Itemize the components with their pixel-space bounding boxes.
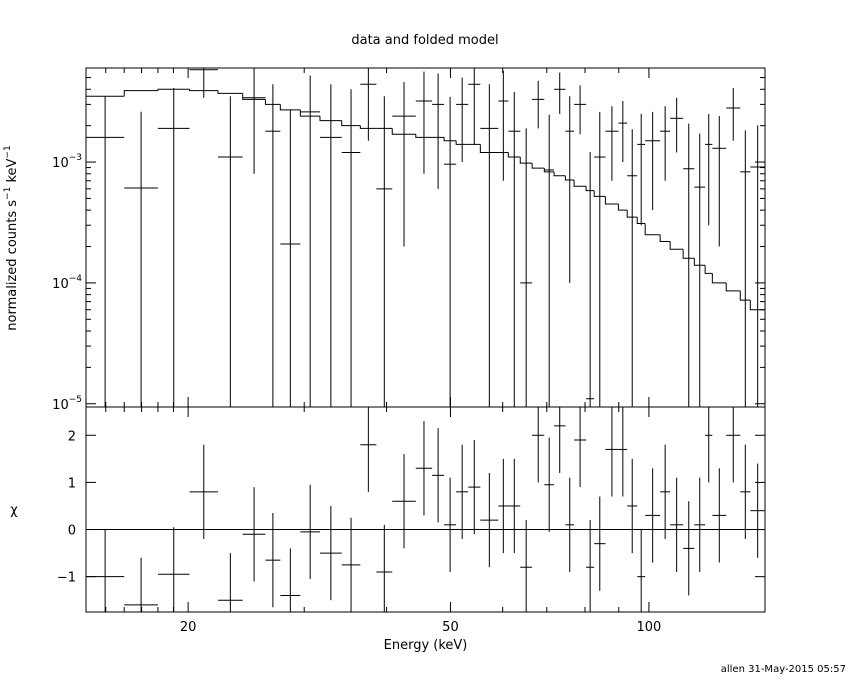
y-axis-label: χ [10, 503, 18, 518]
y-tick-base: 10 [52, 277, 69, 292]
y-tick-label: 10−3 [52, 153, 82, 171]
y-label-exponent: −1 [3, 145, 13, 158]
model-step [704, 265, 713, 274]
model-step [573, 180, 587, 187]
model-step [123, 90, 158, 97]
model-step [443, 137, 457, 142]
model-step [564, 175, 575, 181]
top-frame [85, 67, 766, 408]
model-step [659, 234, 671, 243]
model-step [507, 152, 521, 158]
model-step [519, 157, 533, 164]
y-tick-exponent: −4 [69, 274, 83, 284]
model-step [242, 93, 266, 100]
model-step [157, 88, 190, 91]
x-axis-label: Energy (keV) [384, 638, 468, 653]
model-step [455, 140, 469, 145]
y-tick-label: 2 [68, 429, 76, 444]
model-step [693, 258, 706, 266]
x-tick-label: 100 [636, 620, 661, 635]
y-tick-base: 10 [52, 156, 69, 171]
model-step [359, 125, 377, 129]
model-step [739, 290, 751, 301]
model-step [479, 144, 499, 153]
model-step [617, 203, 628, 211]
model-step [682, 249, 695, 259]
model-step [299, 109, 320, 117]
y-tick-label: 1 [68, 476, 76, 491]
model-step [626, 210, 638, 218]
y-tick-exponent: −5 [69, 395, 82, 405]
model-step [415, 134, 433, 138]
model-step [669, 241, 684, 250]
bottom-frame [85, 406, 766, 613]
y-label-part: keV [5, 158, 20, 186]
model-step [341, 120, 361, 127]
y-tick-label: 0 [68, 524, 76, 539]
y-tick-label: −1 [57, 571, 76, 586]
y-tick-label: 10−4 [52, 274, 82, 292]
bottom-plot [86, 407, 765, 612]
y-label-exponent: −1 [3, 187, 13, 200]
model-step [264, 99, 281, 105]
model-step [217, 90, 243, 94]
y-tick-label: 10−5 [52, 395, 82, 413]
model-step [553, 171, 566, 177]
y-tick-exponent: −3 [69, 153, 82, 163]
y-axis-label: normalized counts s−1 keV−1 [3, 145, 20, 330]
model-step [725, 282, 741, 292]
model-step [319, 116, 342, 122]
top-plot [86, 68, 765, 407]
model-step [604, 196, 619, 205]
model-step [585, 186, 595, 192]
x-tick-label: 20 [180, 620, 197, 635]
x-tick-label: 50 [442, 620, 459, 635]
y-label-part: normalized counts s [5, 200, 20, 331]
model-step [189, 89, 218, 92]
chart-title: data and folded model [351, 33, 498, 48]
footer: allen 31-May-2015 05:57 [721, 664, 846, 675]
model-step [644, 223, 661, 236]
model-step [636, 217, 646, 225]
model-step [711, 273, 727, 284]
model-step [531, 163, 545, 169]
model-step [543, 168, 555, 173]
y-tick-base: 10 [52, 398, 69, 413]
model-step [391, 128, 416, 135]
model-step [593, 190, 606, 197]
model-step [279, 104, 301, 111]
